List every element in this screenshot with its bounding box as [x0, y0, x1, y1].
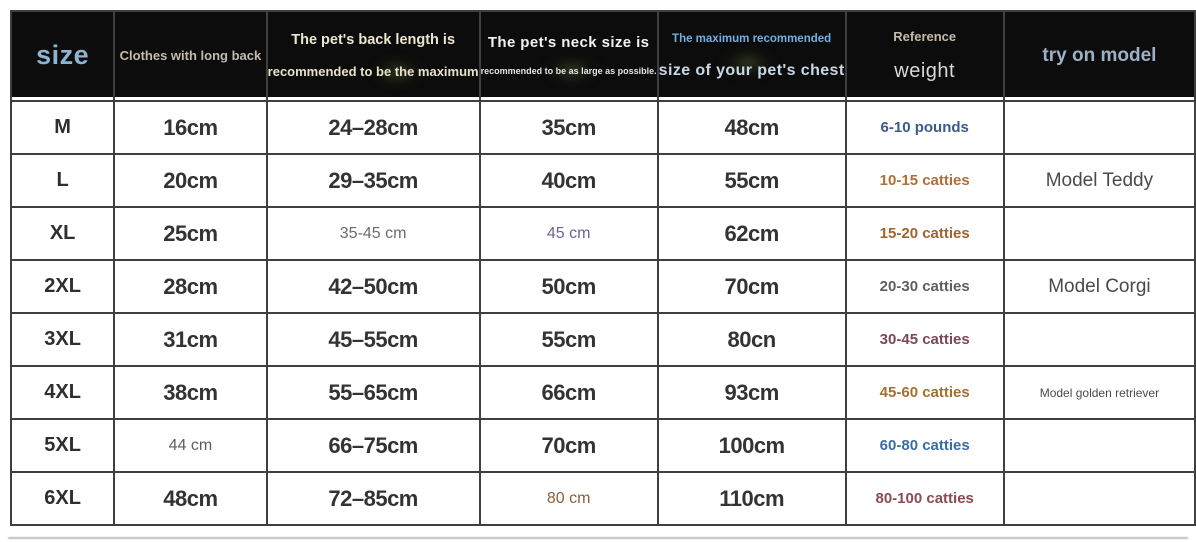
cell-long-back: 25cm: [113, 206, 268, 261]
cell-back-length: 72–85cm: [265, 471, 481, 526]
cell-neck: 45 cm: [478, 206, 659, 261]
cell-weight: 60-80 catties: [844, 418, 1005, 473]
cell-model: [1002, 471, 1196, 526]
header-neck-text: The pet's neck size is: [487, 33, 650, 51]
cell-chest: 48cm: [656, 100, 847, 155]
cell-long-back: 38cm: [113, 365, 268, 420]
header-model: try on model: [1002, 10, 1196, 102]
cell-weight: 15-20 catties: [844, 206, 1005, 261]
cell-size: 2XL: [9, 259, 116, 314]
cell-chest: 80cn: [656, 312, 847, 367]
header-long-back-text: Clothes with long back: [119, 47, 262, 63]
cell-weight: 45-60 catties: [844, 365, 1005, 420]
cell-neck: 70cm: [478, 418, 659, 473]
table-row: 5XL 44 cm 66–75cm 70cm 100cm 60-80 catties: [9, 418, 1196, 473]
header-long-back: Clothes with long back: [113, 10, 268, 102]
cell-long-back: 44 cm: [113, 418, 268, 473]
header-size: size: [9, 10, 116, 102]
cell-neck: 66cm: [478, 365, 659, 420]
header-size-text: size: [36, 40, 90, 71]
cell-size: 5XL: [9, 418, 116, 473]
cell-long-back: 31cm: [113, 312, 268, 367]
cell-long-back: 16cm: [113, 100, 268, 155]
header-weight-text: weight: [894, 60, 956, 83]
table-row: L 20cm 29–35cm 40cm 55cm 10-15 catties Model T…: [9, 153, 1196, 208]
cell-back-length: 29–35cm: [265, 153, 481, 208]
cell-model: Model golden retriever: [1002, 365, 1196, 420]
header-back-length-text: The pet's back length is: [291, 31, 456, 48]
header-weight: Reference weight: [844, 10, 1005, 102]
cell-long-back: 20cm: [113, 153, 268, 208]
table-row: 2XL 28cm 42–50cm 50cm 70cm 20-30 catties Model…: [9, 259, 1196, 314]
header-weight-text: Reference: [893, 28, 957, 44]
header-chest-text: The maximum recommended: [672, 32, 832, 45]
cell-weight: 80-100 catties: [844, 471, 1005, 526]
cell-model: [1002, 206, 1196, 261]
cell-chest: 110cm: [656, 471, 847, 526]
table-row: 3XL 31cm 45–55cm 55cm 80cn 30-45 catties: [9, 312, 1196, 367]
partial-next-row-line: [8, 537, 1188, 539]
cell-weight: 20-30 catties: [844, 259, 1005, 314]
cell-weight: 6-10 pounds: [844, 100, 1005, 155]
cell-size: 6XL: [9, 471, 116, 526]
cell-back-length: 55–65cm: [265, 365, 481, 420]
cell-model: [1002, 418, 1196, 473]
cell-back-length: 24–28cm: [265, 100, 481, 155]
cell-long-back: 28cm: [113, 259, 268, 314]
table-row: 4XL 38cm 55–65cm 66cm 93cm 45-60 catties Model…: [9, 365, 1196, 420]
header-neck-text: recommended to be as large as possible.: [480, 66, 657, 77]
header-chest-text: size of your pet's chest: [658, 61, 845, 79]
cell-size: XL: [9, 206, 116, 261]
cell-neck: 80 cm: [478, 471, 659, 526]
cell-back-length: 66–75cm: [265, 418, 481, 473]
cell-neck: 40cm: [478, 153, 659, 208]
header-model-text: try on model: [1042, 44, 1157, 66]
cell-back-length: 45–55cm: [265, 312, 481, 367]
header-neck: The pet's neck size is recommended to be …: [478, 10, 659, 102]
size-chart-table: size Clothes with long back The pet's back…: [9, 10, 1196, 526]
cell-size: 4XL: [9, 365, 116, 420]
table-row: M 16cm 24–28cm 35cm 48cm 6-10 pounds: [9, 100, 1196, 155]
cell-neck: 55cm: [478, 312, 659, 367]
cell-size: L: [9, 153, 116, 208]
cell-chest: 100cm: [656, 418, 847, 473]
watermark-smudge: [372, 57, 425, 86]
table-row: XL 25cm 35-45 cm 45 cm 62cm 15-20 catties: [9, 206, 1196, 261]
cell-neck: 50cm: [478, 259, 659, 314]
cell-back-length: 42–50cm: [265, 259, 481, 314]
cell-weight: 10-15 catties: [844, 153, 1005, 208]
cell-weight: 30-45 catties: [844, 312, 1005, 367]
cell-model: [1002, 312, 1196, 367]
cell-model: Model Corgi: [1002, 259, 1196, 314]
cell-neck: 35cm: [478, 100, 659, 155]
cell-size: 3XL: [9, 312, 116, 367]
cell-size: M: [9, 100, 116, 155]
cell-chest: 55cm: [656, 153, 847, 208]
cell-model: [1002, 100, 1196, 155]
cell-back-length: 35-45 cm: [265, 206, 481, 261]
table-row: 6XL 48cm 72–85cm 80 cm 110cm 80-100 catties: [9, 471, 1196, 526]
cell-chest: 93cm: [656, 365, 847, 420]
header-back-length: The pet's back length is recommended to b…: [265, 10, 481, 102]
cell-chest: 70cm: [656, 259, 847, 314]
table-header-row: size Clothes with long back The pet's back…: [9, 10, 1196, 102]
watermark-smudge: [546, 56, 599, 85]
header-back-length-text: recommended to be the maximum: [267, 63, 479, 79]
header-chest: The maximum recommended size of your pet'…: [656, 10, 847, 102]
cell-model: Model Teddy: [1002, 153, 1196, 208]
cell-long-back: 48cm: [113, 471, 268, 526]
cell-chest: 62cm: [656, 206, 847, 261]
watermark-smudge: [721, 49, 774, 78]
